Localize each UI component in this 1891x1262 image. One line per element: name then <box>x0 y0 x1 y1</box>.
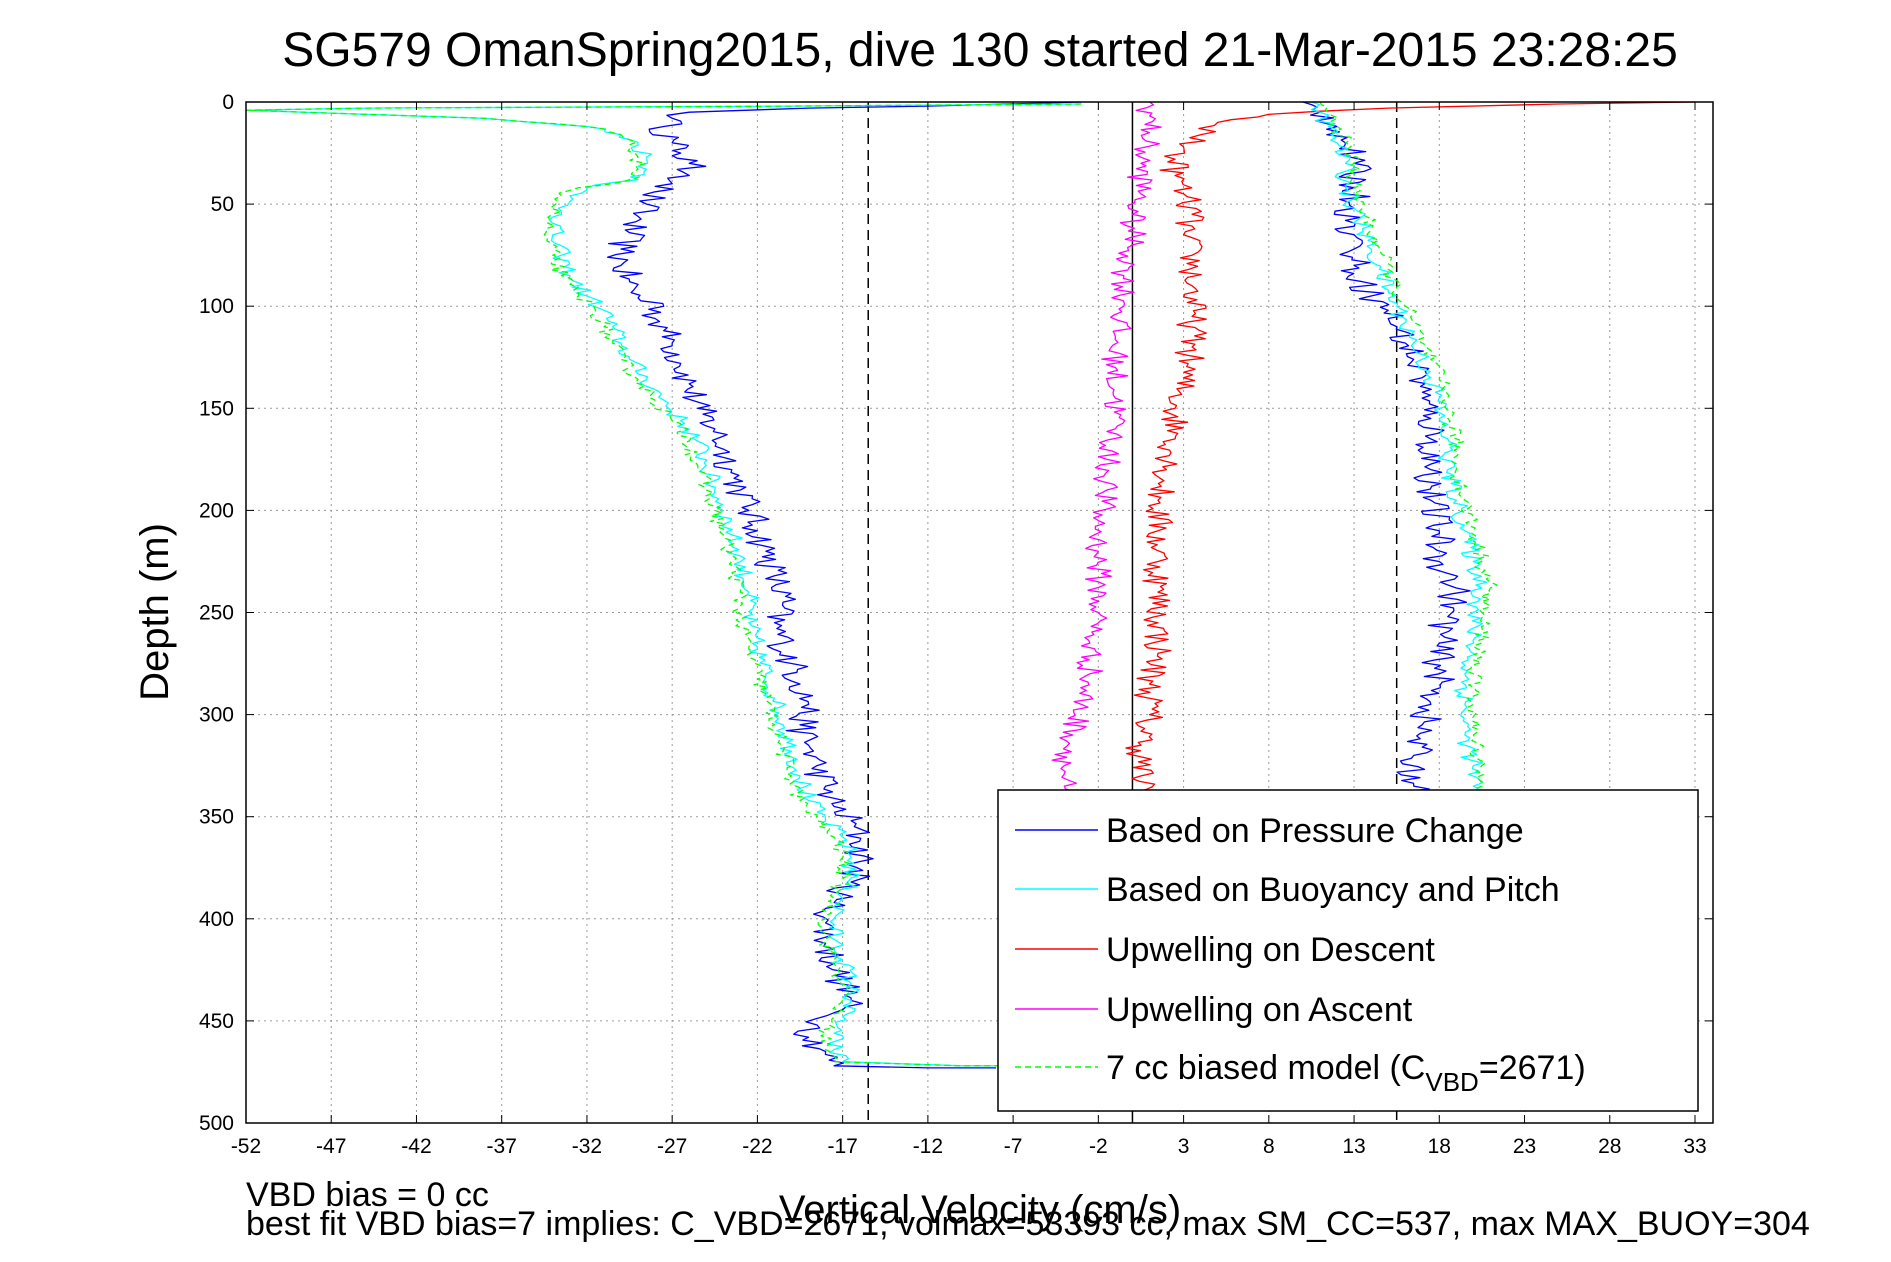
x-tick-label: 18 <box>1428 1135 1451 1158</box>
x-tick-label: 23 <box>1513 1135 1536 1158</box>
x-tick-label: 28 <box>1598 1135 1621 1158</box>
y-tick-label: 250 <box>199 602 234 625</box>
legend-label: 7 cc biased model (CVBD=2671) <box>1106 1049 1586 1097</box>
series-line <box>1302 101 1471 808</box>
series-line <box>1319 101 1498 808</box>
x-tick-label: 13 <box>1342 1135 1365 1158</box>
x-tick-label: -42 <box>401 1135 431 1158</box>
x-tick-label: 8 <box>1263 1135 1275 1158</box>
y-tick-label: 300 <box>199 704 234 727</box>
x-tick-label: -22 <box>742 1135 772 1158</box>
series-group <box>245 101 1696 1069</box>
y-tick-label: 500 <box>199 1112 234 1135</box>
series-line <box>245 103 1082 1067</box>
x-tick-label: -32 <box>572 1135 602 1158</box>
legend-label: Upwelling on Ascent <box>1106 991 1413 1029</box>
x-tick-label: -27 <box>657 1135 687 1158</box>
legend: Based on Pressure Change Based on Buoyanc… <box>997 789 1699 1112</box>
footer-vbd-bias: VBD bias = 0 cc <box>246 1176 489 1214</box>
y-tick-label: 450 <box>199 1010 234 1033</box>
x-tick-label: -2 <box>1089 1135 1108 1158</box>
series-line <box>1125 101 1696 807</box>
x-tick-label: -47 <box>316 1135 346 1158</box>
series-line <box>1051 101 1162 808</box>
series-line <box>1310 101 1488 808</box>
y-tick-label: 200 <box>199 499 234 522</box>
y-tick-label: 350 <box>199 806 234 829</box>
x-tick-label: -7 <box>1004 1135 1023 1158</box>
chart-title: SG579 OmanSpring2015, dive 130 started 2… <box>282 24 1678 77</box>
x-tick-label: -17 <box>827 1135 857 1158</box>
x-tick-label: -37 <box>487 1135 517 1158</box>
y-tick-label: 100 <box>199 295 234 318</box>
y-axis-label: Depth (m) <box>133 523 177 701</box>
legend-label-subscript: VBD <box>1425 1067 1478 1097</box>
footer-best-fit: best fit VBD bias=7 implies: C_VBD=2671,… <box>246 1205 1810 1243</box>
y-tick-label: 0 <box>222 91 234 114</box>
x-tick-label: -52 <box>231 1135 261 1158</box>
axis-ticks: -52 -47 -42 -37 -32 -27 -22 -17 -12 -7 -2 3 8 13 18 23 2… <box>199 91 1713 1158</box>
legend-label-end: =2671) <box>1479 1049 1586 1087</box>
x-tick-label: -12 <box>913 1135 943 1158</box>
series-line <box>245 103 1082 1067</box>
y-tick-label: 150 <box>199 397 234 420</box>
x-axis-label: Vertical Velocity (cm/s) <box>779 1188 1181 1232</box>
legend-label: Based on Buoyancy and Pitch <box>1106 871 1560 909</box>
x-tick-label: 3 <box>1178 1135 1190 1158</box>
y-tick-label: 50 <box>211 193 234 216</box>
legend-box <box>997 789 1699 1112</box>
legend-label: Upwelling on Descent <box>1106 931 1435 969</box>
series-line <box>606 101 1082 1069</box>
legend-label-main: 7 cc biased model (C <box>1106 1049 1425 1087</box>
legend-label: Based on Pressure Change <box>1106 812 1524 850</box>
y-tick-label: 400 <box>199 908 234 931</box>
x-tick-label: 33 <box>1683 1135 1706 1158</box>
